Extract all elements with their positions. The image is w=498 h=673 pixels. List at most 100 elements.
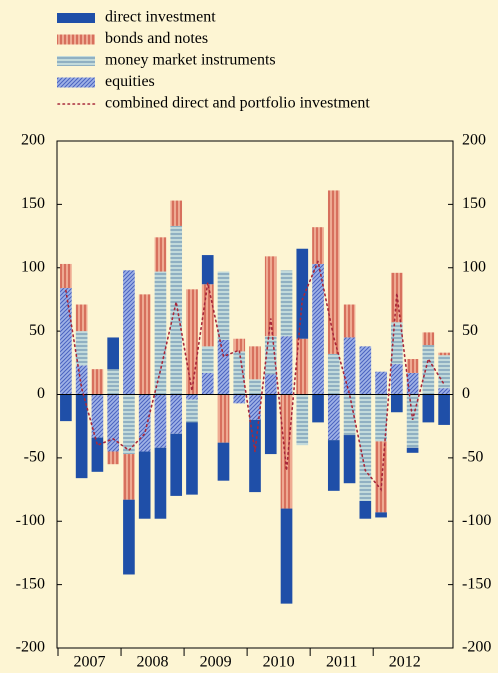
bar-segment [201,284,214,347]
y-tick-label: 150 [21,195,45,212]
x-tick-label: 2009 [200,654,232,671]
y-tick-label: -50 [24,449,45,466]
bar-segment [280,394,293,509]
bar-segment [422,345,435,395]
bar-segment [217,394,230,443]
bar-segment [280,508,293,604]
y-tick-label: -150 [16,575,45,592]
bar-segment [391,364,403,395]
bar-segment [438,355,450,389]
bar-segment [217,442,230,481]
bar-segment [280,270,293,337]
bar-segment [91,394,104,438]
y2-tick-label: -150 [462,575,491,592]
x-tick-label: 2008 [137,654,169,671]
bar-segment [201,255,214,285]
bar-segment [359,394,372,501]
bar-segment [343,337,356,395]
bar-segment [391,322,403,365]
y2-tick-label: 200 [462,132,486,149]
bar-segment [138,294,151,395]
bar-segment [343,304,356,338]
bar-segment [375,394,387,442]
bar-segment [154,271,167,395]
bar-segment [264,374,277,395]
y-tick-label: 100 [21,258,45,275]
bar-segment [312,227,324,264]
bar-segment [186,394,198,400]
bar-segment [217,271,230,340]
bar-segment [406,372,419,395]
bar-segment [438,388,450,395]
x-tick-label: 2010 [263,654,295,671]
bar-segment [170,394,183,434]
bar-segment [75,394,88,479]
legend-swatch [57,34,95,45]
bar-segment [107,369,119,395]
bar-segment [327,190,340,354]
bar-segment [186,422,198,495]
y-tick-label: 200 [21,132,45,149]
bar-segment [186,399,198,423]
legend-label: direct investment [105,9,216,26]
bar-segment [343,435,356,484]
bar-segment [264,256,277,337]
bar-segment [422,394,435,423]
legend-label: combined direct and portfolio investment [105,95,370,112]
bar-segment [406,359,419,373]
bar-segment [186,289,198,395]
bar-segment [359,346,372,395]
legend-label: bonds and notes [105,30,208,47]
bar-segment [312,394,324,423]
bar-segment [422,332,435,346]
bar-segment [249,346,261,380]
bar-segment [391,394,403,413]
bar-segment [154,237,167,272]
bar-segment [107,451,119,465]
y2-tick-label: 150 [462,195,486,212]
bar-segment [201,372,214,395]
bar-segment [217,339,230,395]
y-tick-label: 50 [29,322,45,339]
bar-segment [375,371,387,395]
bar-segment [438,394,450,425]
bar-segment [233,338,246,352]
bar-segment [123,499,135,575]
bar-segment [123,394,135,455]
y2-tick-label: 0 [462,385,470,402]
bar-segment [170,433,183,496]
legend-swatch [57,77,95,88]
bar-segment [107,337,119,370]
bar-segment [154,447,167,519]
bar-segment [170,225,183,395]
bar-segment [60,288,72,395]
bar-segment [296,248,309,339]
bar-segment [75,304,88,332]
bar-segment [91,437,104,472]
y2-tick-label: 50 [462,322,478,339]
bar-segment [233,351,246,395]
bar-segment [138,451,151,519]
y-tick-label: -200 [16,639,45,656]
y2-tick-label: -200 [462,639,491,656]
bar-segment [249,419,261,493]
legend-label: money market instruments [105,52,276,69]
y2-tick-label: 100 [462,258,486,275]
bar-segment [327,394,340,441]
y2-tick-label: -50 [462,449,483,466]
bar-segment [375,441,387,513]
bar-segment [107,394,119,452]
bar-segment [138,394,151,452]
bar-segment [60,394,72,422]
bar-segment [406,447,419,453]
bar-segment [312,263,324,395]
bar-segment [75,331,88,366]
bar-segment [60,263,72,289]
legend-swatch [57,56,95,66]
bar-segment [343,394,356,436]
bar-segment [123,454,135,500]
legend-label: equities [105,73,155,90]
bar-segment [154,394,167,448]
bar-segment [91,369,104,395]
